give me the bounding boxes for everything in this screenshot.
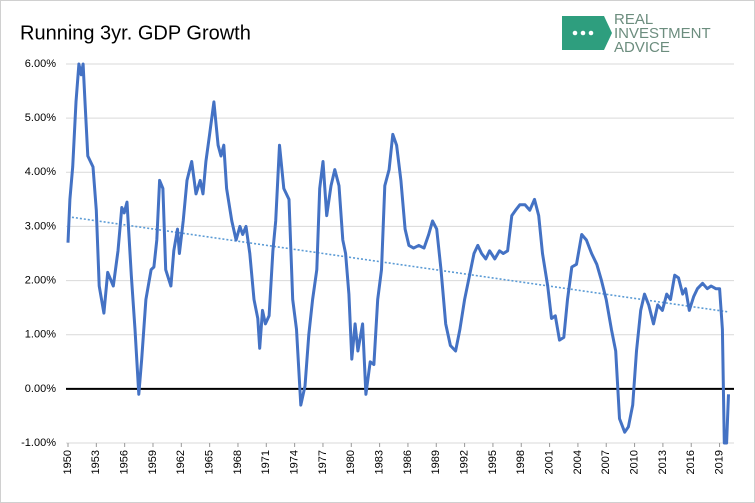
- x-tick-label: 2004: [572, 450, 584, 474]
- x-tick-label: 1980: [345, 450, 357, 474]
- x-tick-label: 1974: [289, 450, 301, 474]
- gdp-line: [66, 62, 730, 445]
- x-tick-label: 1965: [204, 450, 216, 474]
- x-tick-label: 1977: [317, 450, 329, 474]
- x-tick-label: 1962: [175, 450, 187, 474]
- logo-text: INVESTMENT: [614, 25, 711, 42]
- logo-badge: [562, 16, 612, 50]
- y-tick-label: 0.00%: [25, 383, 56, 395]
- x-tick-label: 1995: [487, 450, 499, 474]
- logo-dot: [580, 30, 586, 36]
- logo: REAL INVESTMENT ADVICE: [562, 11, 711, 56]
- x-tick-label: 1989: [430, 450, 442, 474]
- x-tick-label: 1992: [459, 450, 471, 474]
- y-tick-label: 3.00%: [25, 220, 56, 232]
- x-tick-label: 1983: [374, 450, 386, 474]
- y-tick-label: -1.00%: [21, 437, 56, 449]
- y-tick-label: 2.00%: [25, 274, 56, 286]
- logo-text: REAL: [614, 11, 653, 28]
- logo-dot: [572, 30, 578, 36]
- x-tick-label: 2013: [657, 450, 669, 474]
- x-tick-label: 2007: [600, 450, 612, 474]
- trend-line: [67, 215, 730, 313]
- y-tick-label: 6.00%: [25, 58, 56, 70]
- x-tick-label: 1968: [232, 450, 244, 474]
- x-tick-label: 1956: [119, 450, 131, 474]
- x-tick-label: 2016: [685, 450, 697, 474]
- x-tick-label: 1950: [62, 450, 74, 474]
- x-tick-label: 2010: [628, 450, 640, 474]
- x-tick-label: 2001: [543, 450, 555, 474]
- y-tick-label: 5.00%: [25, 112, 56, 124]
- y-tick-label: 4.00%: [25, 166, 56, 178]
- x-tick-label: 1986: [402, 450, 414, 474]
- logo-dot: [588, 30, 594, 36]
- chart-title: Running 3yr. GDP Growth: [20, 22, 251, 44]
- x-tick-label: 2019: [713, 450, 725, 474]
- x-tick-label: 1959: [147, 450, 159, 474]
- y-tick-label: 1.00%: [25, 329, 56, 341]
- logo-text: ADVICE: [614, 39, 670, 56]
- x-tick-label: 1971: [260, 450, 272, 474]
- x-tick-label: 1953: [90, 450, 102, 474]
- x-tick-label: 1998: [515, 450, 527, 474]
